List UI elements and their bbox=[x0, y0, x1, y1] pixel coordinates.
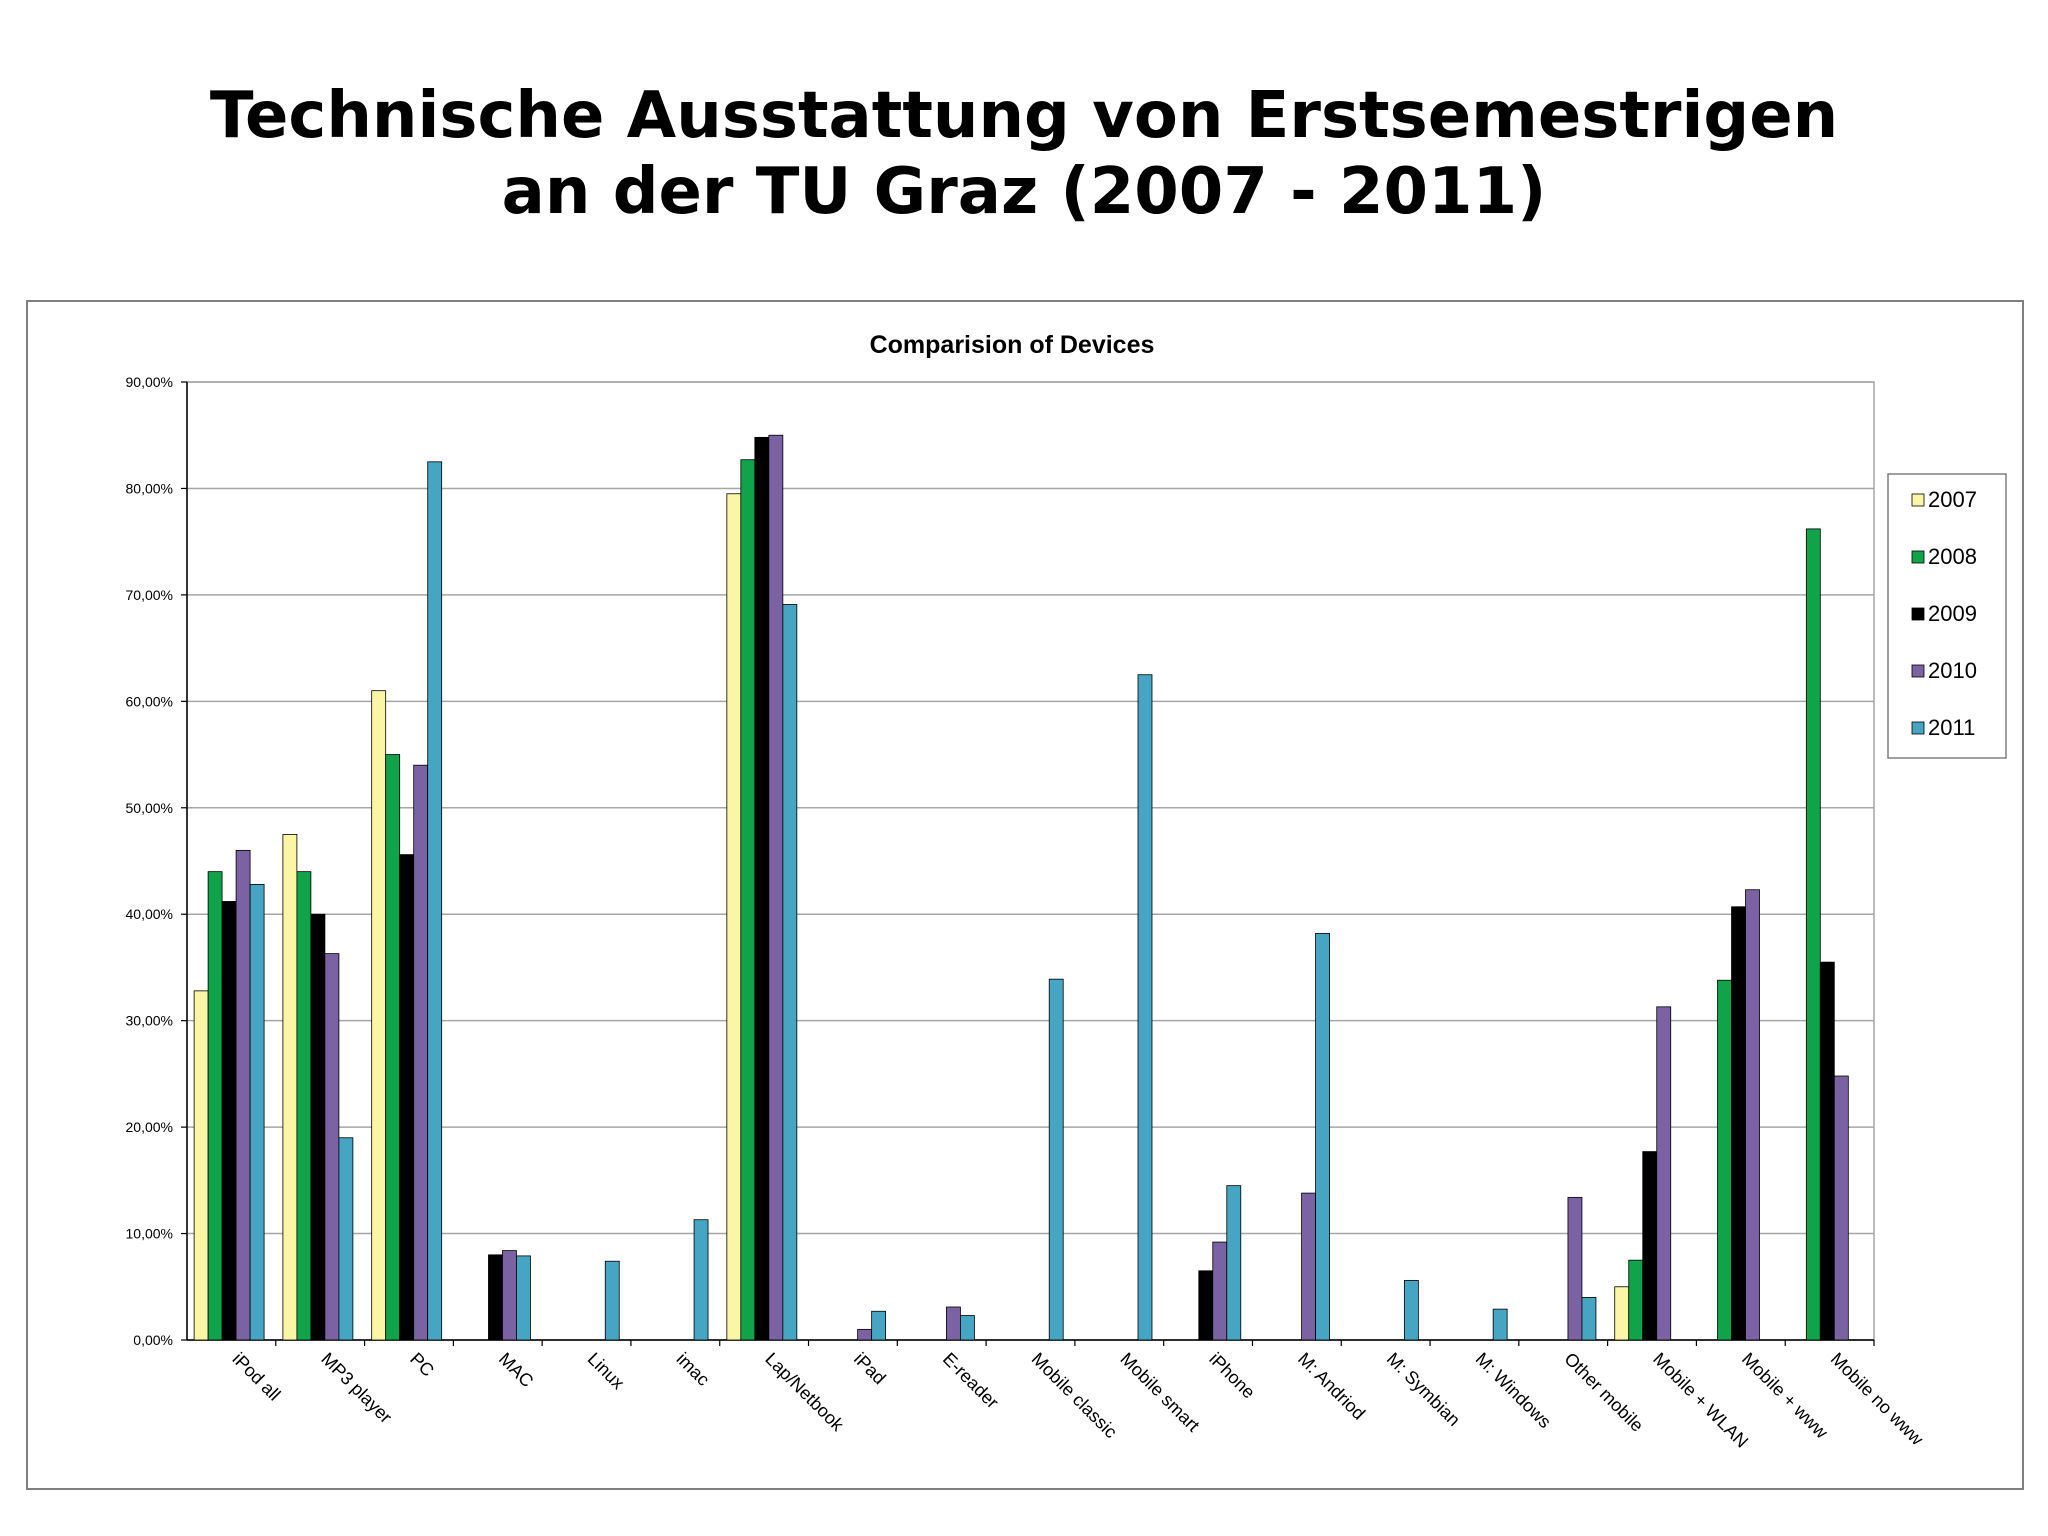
legend-swatch-2007 bbox=[1911, 493, 1925, 507]
bar-2009 bbox=[1198, 1270, 1214, 1341]
category-label: M: Windows bbox=[1472, 1349, 1555, 1432]
y-tick-label: 60,00% bbox=[126, 693, 173, 709]
slide-title-line-2: an der TU Graz (2007 - 2011) bbox=[501, 155, 1547, 229]
y-tick-label: 40,00% bbox=[126, 906, 173, 922]
bar-2009 bbox=[1642, 1151, 1658, 1341]
y-tick-label: 30,00% bbox=[126, 1013, 173, 1029]
legend-swatch-2010 bbox=[1911, 664, 1925, 678]
bar-2011 bbox=[1581, 1297, 1597, 1341]
bar-2010 bbox=[324, 953, 340, 1341]
bar-2009 bbox=[310, 913, 326, 1341]
category-label: M: Symbian bbox=[1383, 1349, 1464, 1430]
bar-2011 bbox=[693, 1219, 709, 1341]
legend-swatch-2011 bbox=[1911, 721, 1925, 735]
category-label: Other mobile bbox=[1560, 1349, 1647, 1436]
category-label: MP3 player bbox=[317, 1349, 396, 1428]
bar-2010 bbox=[1301, 1192, 1316, 1341]
y-tick-label: 50,00% bbox=[126, 800, 173, 816]
bar-2009 bbox=[399, 854, 415, 1341]
chart-title: Comparision of Devices bbox=[870, 331, 1155, 359]
bar-2009 bbox=[1819, 961, 1835, 1341]
bar-2010 bbox=[946, 1306, 961, 1341]
bar-2011 bbox=[604, 1260, 620, 1341]
bar-chart: Comparision of Devices 0,00% 10,00% 20,00%… bbox=[126, 331, 2007, 1452]
bar-2011 bbox=[338, 1137, 354, 1341]
category-label: M: Andriod bbox=[1294, 1349, 1369, 1424]
category-label: Mobile smart bbox=[1116, 1349, 1203, 1436]
bar-2009 bbox=[221, 901, 237, 1341]
bar-2010 bbox=[1567, 1196, 1583, 1341]
y-tick-label: 10,00% bbox=[126, 1226, 173, 1242]
y-tick-label: 0,00% bbox=[133, 1332, 173, 1348]
bar-2011 bbox=[1137, 674, 1153, 1341]
bar-2008 bbox=[1805, 528, 1821, 1341]
category-label: iPhone bbox=[1205, 1349, 1259, 1403]
bar-2008 bbox=[740, 459, 756, 1341]
bar-2011 bbox=[960, 1315, 975, 1341]
bar-2008 bbox=[385, 754, 401, 1341]
bar-2007 bbox=[193, 990, 209, 1341]
category-label: PC bbox=[406, 1349, 438, 1381]
bar-2008 bbox=[207, 871, 223, 1341]
bar-2009 bbox=[754, 436, 770, 1341]
legend-swatch-2009 bbox=[1911, 607, 1925, 621]
bar-2010 bbox=[857, 1328, 873, 1341]
bar-2011 bbox=[1403, 1279, 1419, 1341]
category-label: MAC bbox=[495, 1349, 537, 1391]
bar-2011 bbox=[1048, 978, 1064, 1341]
bar-2008 bbox=[1628, 1259, 1644, 1341]
bar-2007 bbox=[726, 493, 742, 1341]
bar-2010 bbox=[1656, 1006, 1672, 1341]
slide-title-line-1: Technische Ausstattung von Erstsemestrig… bbox=[209, 79, 1839, 153]
category-label: Lap/Netbook bbox=[761, 1349, 848, 1436]
bar-2011 bbox=[516, 1255, 531, 1341]
category-label: Mobile + www bbox=[1738, 1349, 1832, 1443]
bar-2007 bbox=[282, 833, 298, 1341]
slide-title: Technische Ausstattung von Erstsemestrig… bbox=[0, 78, 2048, 230]
bar-2010 bbox=[1212, 1241, 1228, 1341]
y-tick-label: 80,00% bbox=[126, 480, 173, 496]
category-label: Linux bbox=[584, 1349, 629, 1394]
legend-label-2008: 2008 bbox=[1928, 544, 1977, 569]
bar-2011 bbox=[1492, 1308, 1508, 1341]
bar-2010 bbox=[1833, 1075, 1849, 1341]
bar-2008 bbox=[296, 871, 312, 1341]
category-label: Mobile no www bbox=[1827, 1349, 1928, 1450]
bar-2011 bbox=[427, 461, 443, 1341]
chart-frame: Comparision of Devices 0,00% 10,00% 20,00%… bbox=[26, 300, 2024, 1490]
bar-2010 bbox=[502, 1250, 517, 1341]
bar-2011 bbox=[1226, 1185, 1242, 1341]
bar-2009 bbox=[488, 1254, 503, 1341]
legend-box bbox=[1887, 473, 2007, 759]
bar-2010 bbox=[768, 434, 784, 1341]
category-label: iPod all bbox=[229, 1349, 285, 1405]
category-label: Mobile classic bbox=[1028, 1349, 1121, 1442]
bar-2007 bbox=[371, 690, 387, 1341]
bar-2011 bbox=[249, 884, 265, 1341]
legend-swatch-2008 bbox=[1911, 550, 1925, 564]
legend-label-2011: 2011 bbox=[1928, 715, 1975, 740]
bar-2011 bbox=[1315, 932, 1330, 1341]
y-tick-label: 90,00% bbox=[126, 374, 173, 390]
bar-2007 bbox=[1614, 1286, 1630, 1341]
bar-2011 bbox=[871, 1310, 887, 1341]
category-label: Mobile + WLAN bbox=[1649, 1349, 1752, 1452]
y-tick-label: 70,00% bbox=[126, 587, 173, 603]
legend-label-2007: 2007 bbox=[1928, 487, 1977, 512]
bar-2010 bbox=[413, 764, 429, 1341]
legend-label-2009: 2009 bbox=[1928, 601, 1977, 626]
bar-2009 bbox=[1731, 906, 1746, 1341]
y-tick-label: 20,00% bbox=[126, 1119, 173, 1135]
category-label: E-reader bbox=[939, 1349, 1003, 1413]
category-label: iPad bbox=[850, 1349, 890, 1389]
bar-2010 bbox=[1745, 889, 1760, 1341]
legend-label-2010: 2010 bbox=[1928, 658, 1977, 683]
bar-2010 bbox=[235, 849, 251, 1341]
bar-2008 bbox=[1717, 979, 1732, 1341]
category-label: imac bbox=[673, 1349, 714, 1390]
bar-2011 bbox=[782, 604, 798, 1341]
